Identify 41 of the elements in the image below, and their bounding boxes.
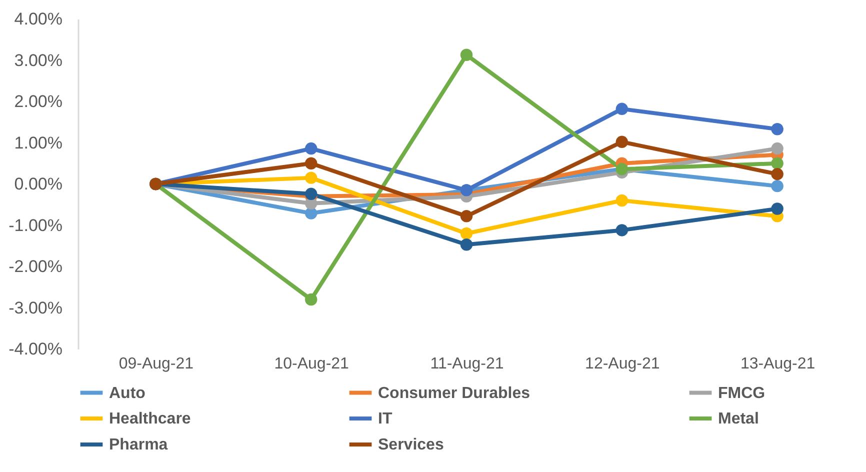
point bbox=[460, 238, 473, 251]
x-tick-label: 10-Aug-21 bbox=[274, 356, 350, 372]
legend-label: IT bbox=[378, 410, 392, 428]
y-tick-label: -2.00% bbox=[8, 257, 62, 276]
point bbox=[304, 157, 318, 170]
point bbox=[771, 142, 784, 155]
point bbox=[304, 142, 318, 155]
legend-label: Metal bbox=[718, 410, 759, 428]
y-tick-label: 2.00% bbox=[14, 92, 62, 111]
point bbox=[771, 202, 784, 215]
legend-label: Healthcare bbox=[109, 410, 191, 428]
y-tick-label: 4.00% bbox=[14, 10, 62, 28]
point bbox=[616, 102, 628, 116]
point bbox=[771, 168, 784, 180]
y-tick-label: 0.00% bbox=[14, 174, 62, 194]
y-tick-label: -3.00% bbox=[8, 298, 62, 318]
point bbox=[304, 172, 318, 184]
point bbox=[616, 136, 628, 148]
point bbox=[616, 224, 628, 236]
legend-label: Auto bbox=[109, 384, 146, 402]
x-tick-label: 13-Aug-21 bbox=[740, 356, 816, 372]
point bbox=[460, 227, 473, 240]
x-tick-label: 09-Aug-21 bbox=[118, 356, 194, 372]
legend-label: Services bbox=[378, 436, 444, 454]
point bbox=[304, 188, 318, 200]
point bbox=[771, 123, 784, 136]
x-tick-label: 12-Aug-21 bbox=[585, 356, 660, 372]
point bbox=[771, 180, 784, 192]
point bbox=[616, 194, 628, 207]
legend-label: FMCG bbox=[718, 384, 766, 402]
legend-label: Consumer Durables bbox=[378, 384, 530, 402]
legend-label: Pharma bbox=[109, 436, 168, 454]
y-tick-label: 1.00% bbox=[14, 133, 62, 152]
point bbox=[460, 48, 473, 61]
y-tick-label: 3.00% bbox=[14, 50, 62, 70]
y-tick-label: -1.00% bbox=[8, 216, 62, 235]
point bbox=[460, 210, 473, 222]
point bbox=[771, 157, 784, 170]
x-tick-label: 11-Aug-21 bbox=[430, 356, 504, 372]
point bbox=[304, 293, 318, 306]
y-tick-label: -4.00% bbox=[8, 340, 62, 358]
